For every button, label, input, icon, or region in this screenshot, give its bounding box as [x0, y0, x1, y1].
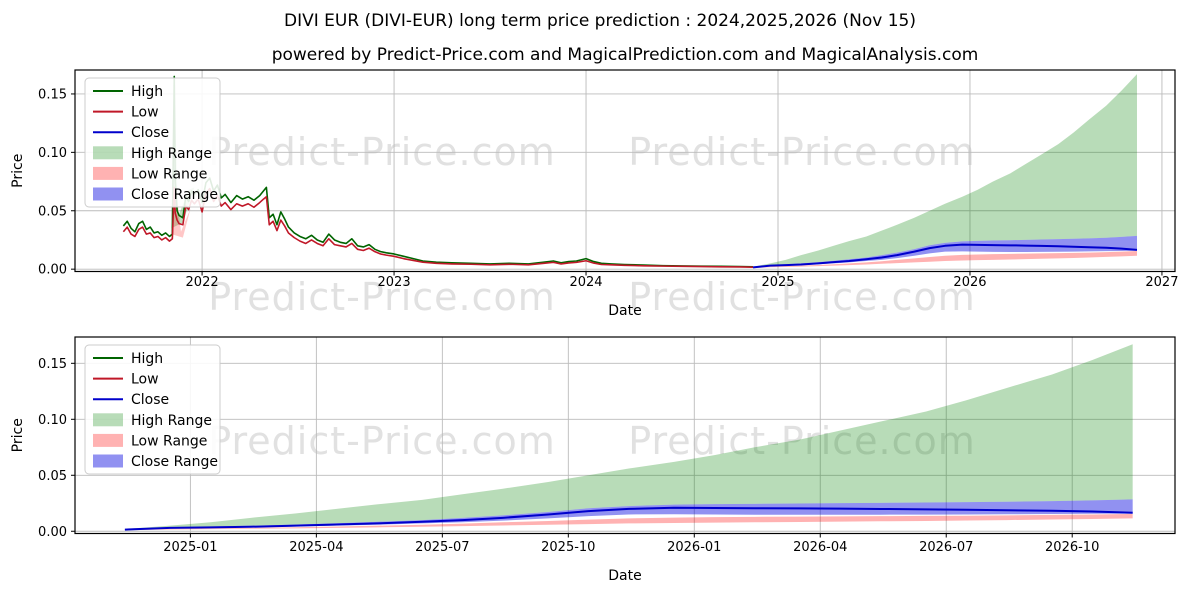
y-tick-label: 0.15: [38, 87, 67, 102]
legend-swatch-low-range: [93, 166, 123, 180]
x-tick-label: 2024: [569, 275, 602, 290]
band-high-range: [753, 74, 1137, 267]
axis-ticks: 2022 2023 2024 2025 2026 2027 0.00 0.05 0.10 0.15: [38, 87, 1178, 290]
page-subtitle: powered by Predict-Price.com and Magical…: [271, 45, 979, 65]
x-tick-label: 2026: [953, 275, 986, 290]
legend-swatch-close-range: [93, 187, 123, 201]
x-axis-label: Date: [608, 303, 641, 319]
y-tick-label: 0.00: [38, 263, 67, 278]
legend: High Low Close High Range Low Range Close Ran…: [84, 77, 221, 208]
legend-label: Low Range: [131, 166, 207, 182]
legend-box: [84, 77, 221, 208]
x-tick-label: 2027: [1145, 275, 1178, 290]
legend-label: High Range: [131, 146, 212, 162]
watermark-text: Predict-Price.com: [208, 275, 556, 319]
series-close-line: [752, 243, 1138, 269]
y-tick-label: 0.05: [38, 204, 67, 219]
band-close-range: [753, 235, 1137, 268]
y-axis-label: Price: [10, 154, 26, 188]
plot-border: [74, 69, 1176, 273]
legend-label: Close Range: [131, 187, 218, 203]
page-title: DIVI EUR (DIVI-EUR) long term price pred…: [284, 11, 916, 31]
x-tick-label: 2023: [378, 275, 411, 290]
x-tick-label: 2025: [761, 275, 794, 290]
x-tick-label: 2022: [186, 275, 219, 290]
y-tick-label: 0.10: [38, 146, 67, 161]
band-low-range: [753, 251, 1137, 268]
legend-swatch-high-range: [93, 146, 123, 160]
watermark-text: Predict-Price.com: [628, 275, 976, 319]
legend-label: High: [131, 84, 163, 100]
legend-label: Low: [131, 105, 159, 121]
legend-label: Close: [131, 125, 169, 141]
